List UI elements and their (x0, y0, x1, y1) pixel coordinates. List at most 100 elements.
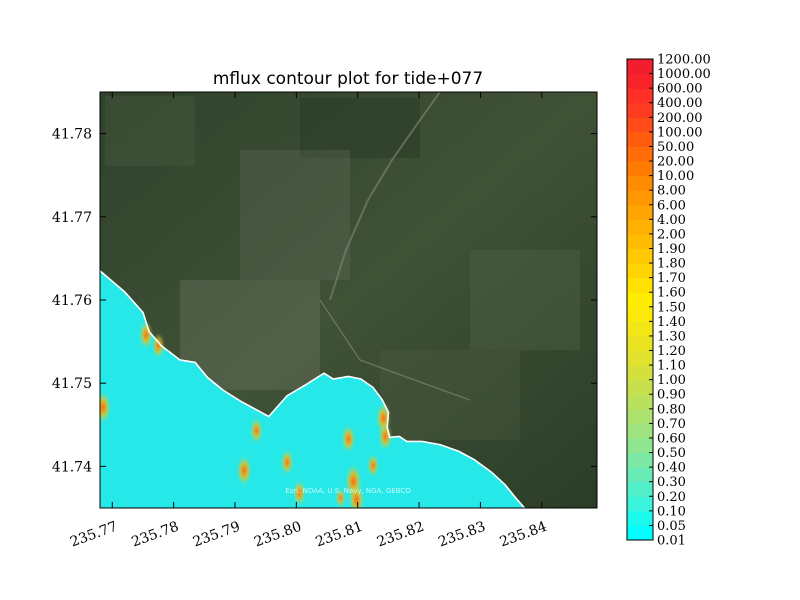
y-tick-label: 41.78 (52, 127, 92, 143)
x-tick-label: 235.81 (314, 519, 366, 551)
colorbar-segment (627, 408, 653, 424)
colorbar-label: 1.20 (657, 344, 686, 359)
colorbar-label: 0.90 (657, 388, 686, 403)
flux-zone-7 (349, 484, 364, 508)
colorbar-label: 400.00 (657, 96, 703, 111)
colorbar-label: 1.80 (657, 257, 686, 272)
colorbar-label: 50.00 (657, 140, 694, 155)
colorbar-segment (627, 394, 653, 410)
y-tick-label: 41.75 (52, 376, 92, 392)
shoreline-contour (100, 270, 526, 508)
colorbar-label: 1.50 (657, 300, 686, 315)
colorbar: 0.010.050.100.200.300.400.500.600.700.80… (626, 53, 711, 549)
colorbar-label: 200.00 (657, 111, 703, 126)
colorbar-segment (627, 175, 653, 191)
flux-zone-12 (367, 454, 379, 477)
colorbar-label: 4.00 (657, 213, 686, 228)
x-tick-label: 235.78 (129, 519, 181, 551)
colorbar-label: 0.40 (657, 461, 686, 476)
colorbar-segment (627, 277, 653, 293)
colorbar-segment (627, 263, 653, 279)
x-tick-label: 235.84 (498, 519, 550, 551)
colorbar-segment (627, 131, 653, 147)
colorbar-label: 1200.00 (657, 53, 711, 68)
colorbar-label: 0.01 (657, 534, 686, 549)
x-tick-label: 235.77 (68, 519, 120, 551)
colorbar-segment (627, 233, 653, 249)
colorbar-label: 0.50 (657, 446, 686, 461)
colorbar-label: 1.30 (657, 329, 686, 344)
colorbar-segment (627, 146, 653, 162)
colorbar-label: 6.00 (657, 198, 686, 213)
colorbar-label: 1.00 (657, 373, 686, 388)
colorbar-label: 0.30 (657, 475, 686, 490)
colorbar-segment (627, 190, 653, 206)
colorbar-label: 0.60 (657, 431, 686, 446)
colorbar-label: 1000.00 (657, 67, 711, 82)
colorbar-label: 0.80 (657, 402, 686, 417)
flux-zone-1 (139, 321, 153, 349)
colorbar-segment (627, 73, 653, 89)
colorbar-segment (627, 481, 653, 497)
flux-zone-4 (250, 418, 263, 443)
colorbar-segment (627, 88, 653, 104)
colorbar-label: 0.20 (657, 490, 686, 505)
plot-area: Esri, NOAA, U.S. Navy, NGA, GEBCO (100, 92, 597, 508)
colorbar-segment (627, 117, 653, 133)
colorbar-segment (627, 248, 653, 264)
colorbar-segment (627, 452, 653, 468)
flux-zone-0 (100, 391, 111, 423)
y-axis: 41.74 41.75 41.76 41.77 41.78 (52, 127, 597, 475)
flux-zone-8 (336, 488, 346, 508)
colorbar-segment (627, 379, 653, 395)
colorbar-label: 2.00 (657, 227, 686, 242)
colorbar-segment (627, 510, 653, 526)
chart-title: mflux contour plot for tide+077 (213, 69, 483, 89)
flux-zone-3 (237, 455, 252, 486)
colorbar-label: 0.05 (657, 519, 686, 534)
y-tick-label: 41.74 (52, 459, 92, 475)
water-low-flux (100, 270, 525, 508)
colorbar-label: 1.70 (657, 271, 686, 286)
colorbar-frame (626, 58, 654, 541)
colorbar-label: 20.00 (657, 155, 694, 170)
colorbar-label: 600.00 (657, 82, 703, 97)
colorbar-segment (627, 306, 653, 322)
x-tick-label: 235.79 (191, 519, 243, 551)
colorbar-segment (627, 161, 653, 177)
colorbar-segment (627, 437, 653, 454)
colorbar-label: 1.10 (657, 359, 686, 374)
colorbar-segment (627, 335, 653, 352)
flux-zone-5 (281, 449, 293, 475)
high-flux-zones (100, 321, 392, 508)
colorbar-label: 1.60 (657, 286, 686, 301)
colorbar-segment (627, 59, 653, 75)
colorbar-segment (627, 467, 653, 483)
colorbar-label: 100.00 (657, 125, 703, 140)
colorbar-label: 0.10 (657, 504, 686, 519)
colorbar-segment (627, 365, 653, 381)
colorbar-segment (627, 350, 653, 366)
map-attribution: Esri, NOAA, U.S. Navy, NGA, GEBCO (285, 487, 411, 495)
colorbar-label: 1.90 (657, 242, 686, 257)
colorbar-segment (627, 423, 653, 439)
colorbar-segment (627, 292, 653, 308)
colorbar-segment (627, 321, 653, 337)
colorbar-label: 0.70 (657, 417, 686, 432)
y-tick-label: 41.76 (52, 293, 92, 309)
x-tick-label: 235.82 (375, 519, 427, 551)
colorbar-label: 10.00 (657, 169, 694, 184)
colorbar-label: 1.40 (657, 315, 686, 330)
colorbar-segment (627, 102, 653, 118)
x-tick-label: 235.83 (436, 519, 488, 551)
colorbar-segment (627, 496, 653, 512)
colorbar-segment (627, 204, 653, 220)
colorbar-segment (627, 525, 653, 541)
x-tick-label: 235.80 (252, 519, 304, 551)
y-tick-label: 41.77 (52, 210, 92, 226)
colorbar-label: 8.00 (657, 184, 686, 199)
flux-zone-13 (293, 480, 306, 506)
flux-zone-9 (342, 425, 355, 453)
colorbar-segment (627, 219, 653, 235)
